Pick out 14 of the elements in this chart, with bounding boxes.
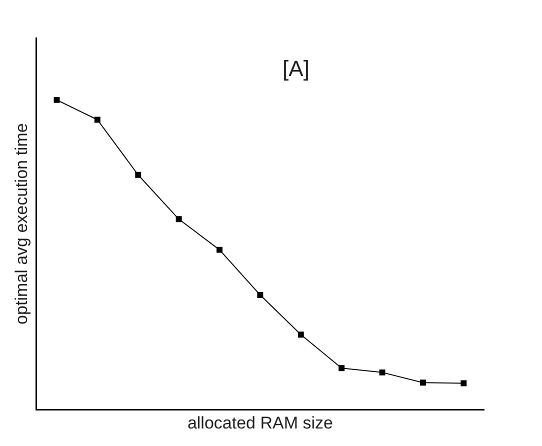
point <box>420 380 426 386</box>
point <box>298 332 304 338</box>
point <box>338 365 345 372</box>
text: [A] <box>282 56 310 82</box>
point <box>216 246 222 253</box>
point <box>460 380 467 386</box>
point <box>176 216 182 222</box>
point <box>257 292 264 298</box>
x-axis-title: allocated RAM size <box>187 413 333 432</box>
point <box>54 96 60 103</box>
point <box>379 369 386 376</box>
point <box>135 172 142 178</box>
point <box>94 116 100 123</box>
y-axis-title: optimal avg execution time <box>12 123 31 324</box>
